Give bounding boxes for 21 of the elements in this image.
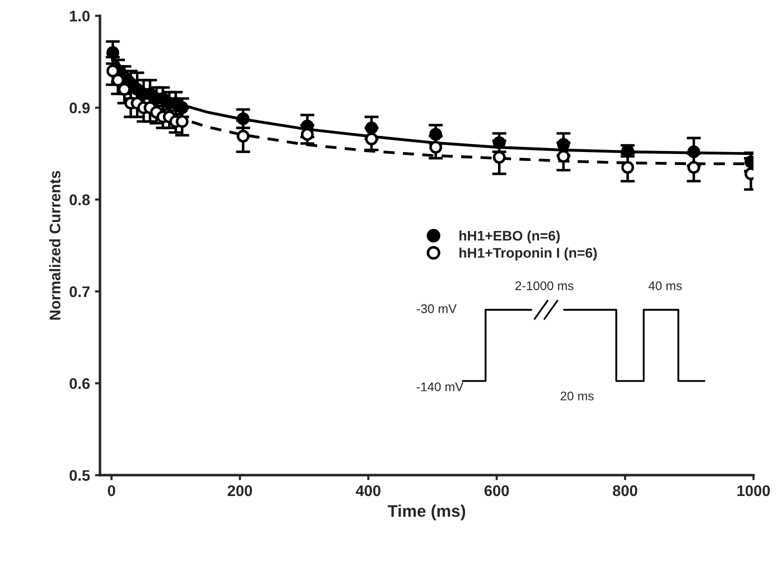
annotation: -30 mV [416,304,457,314]
y-tick-label: 0.7 [70,286,90,298]
y-axis-title: Normalized Currents [49,170,60,320]
annotation: 20 ms [560,392,594,400]
x-tick-label: 200 [228,485,252,496]
y-tick-label: 0.5 [70,470,90,481]
y-tick-label: 0.9 [70,102,90,114]
legend-label: hH1+Troponin I (n=6) [459,248,597,261]
legend-label: hH1+EBO (n=6) [459,230,560,244]
annotation: 2-1000 ms [515,281,574,290]
x-tick-label: 400 [356,485,380,496]
y-tick-label: 1.0 [70,10,90,22]
x-axis-title: Time (ms) [388,504,466,520]
annotation: 40 ms [648,281,682,290]
y-tick-label: 0.8 [70,194,90,206]
x-tick-label: 0 [108,485,116,496]
annotation: -140 mV [416,382,464,392]
x-tick-label: 600 [484,485,509,496]
x-tick-label: 800 [612,485,638,496]
y-tick-label: 0.6 [70,378,90,389]
x-tick-label: 1000 [737,485,770,496]
